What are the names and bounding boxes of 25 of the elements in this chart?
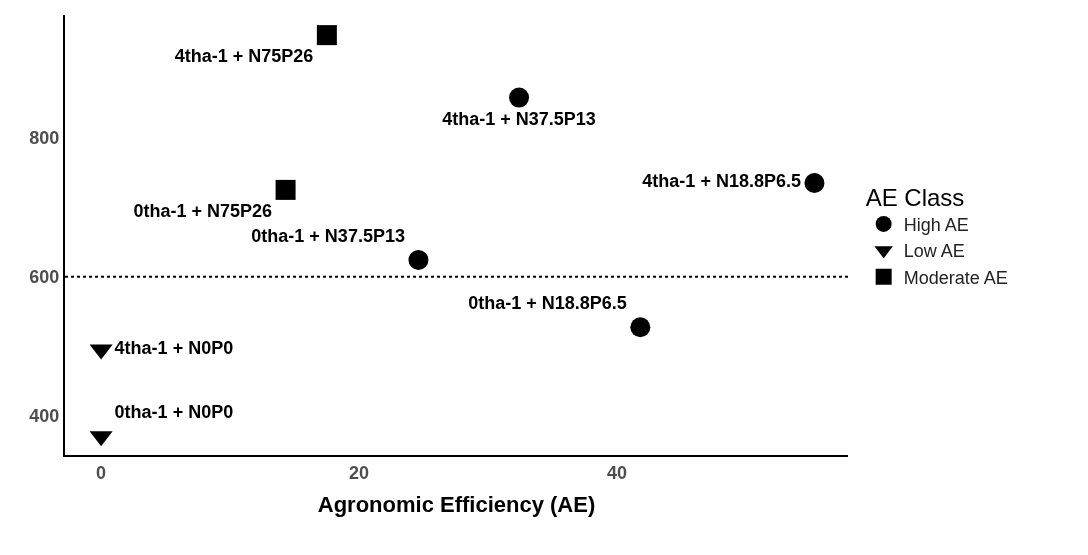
legend-label: Low AE	[903, 241, 965, 262]
point	[509, 87, 530, 108]
point	[408, 249, 429, 270]
x-axis-title: Agronomic Efficiency (AE)	[317, 492, 596, 517]
data-label: 0tha-1 + N75P26	[133, 200, 273, 221]
data-label: 4tha-1 + N75P26	[174, 46, 314, 67]
data-label: 0tha-1 + N18.8P6.5	[468, 293, 627, 314]
point	[630, 317, 651, 338]
point	[275, 179, 296, 200]
legend-label: Moderate AE	[903, 267, 1008, 288]
data-label: 4tha-1 + N0P0	[114, 338, 234, 359]
legend-label: High AE	[903, 214, 969, 235]
data-label: 0tha-1 + N0P0	[114, 402, 234, 423]
point	[804, 172, 825, 193]
x-tick-label: 20	[349, 462, 370, 483]
data-label: 4tha-1 + N37.5P13	[442, 108, 596, 129]
y-tick-label: 400	[29, 405, 60, 426]
point	[316, 25, 337, 46]
x-tick-label: 40	[607, 462, 628, 483]
x-tick-label: 0	[96, 462, 107, 483]
legend-title: AE Class	[865, 183, 965, 211]
data-label: 4tha-1 + N18.8P6.5	[642, 171, 801, 192]
y-tick-label: 600	[29, 266, 60, 287]
y-tick-label: 800	[29, 128, 60, 149]
data-label: 0tha-1 + N37.5P13	[251, 225, 405, 246]
